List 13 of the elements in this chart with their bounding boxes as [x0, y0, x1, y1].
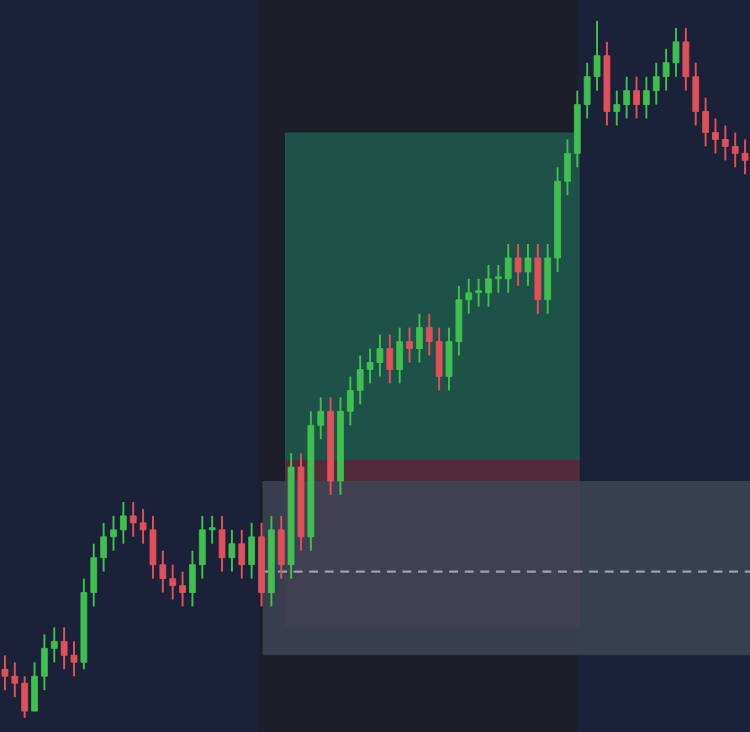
- candlestick: [633, 75, 640, 120]
- candlestick: [514, 243, 522, 287]
- candlestick: [534, 243, 542, 315]
- candlestick: [238, 528, 246, 580]
- candlestick: [524, 243, 532, 287]
- candlestick: [386, 333, 394, 385]
- candlestick: [218, 514, 226, 573]
- candlestick: [277, 514, 285, 580]
- candlestick: [396, 326, 404, 385]
- candlestick: [416, 312, 423, 364]
- candlestick: [248, 521, 256, 580]
- candlestick: [406, 326, 413, 364]
- candlestick: [228, 528, 236, 573]
